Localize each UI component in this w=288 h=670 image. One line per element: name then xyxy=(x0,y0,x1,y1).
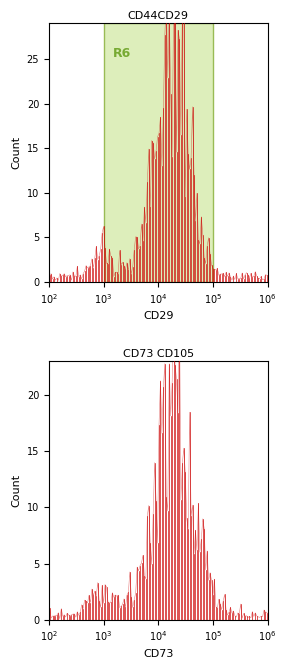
Y-axis label: Count: Count xyxy=(11,474,21,507)
Title: CD73 CD105: CD73 CD105 xyxy=(123,349,194,359)
Text: R6: R6 xyxy=(113,47,131,60)
Bar xyxy=(104,23,213,282)
X-axis label: CD73: CD73 xyxy=(143,649,173,659)
X-axis label: CD29: CD29 xyxy=(143,311,174,321)
Title: CD44CD29: CD44CD29 xyxy=(128,11,189,21)
Y-axis label: Count: Count xyxy=(11,136,21,170)
